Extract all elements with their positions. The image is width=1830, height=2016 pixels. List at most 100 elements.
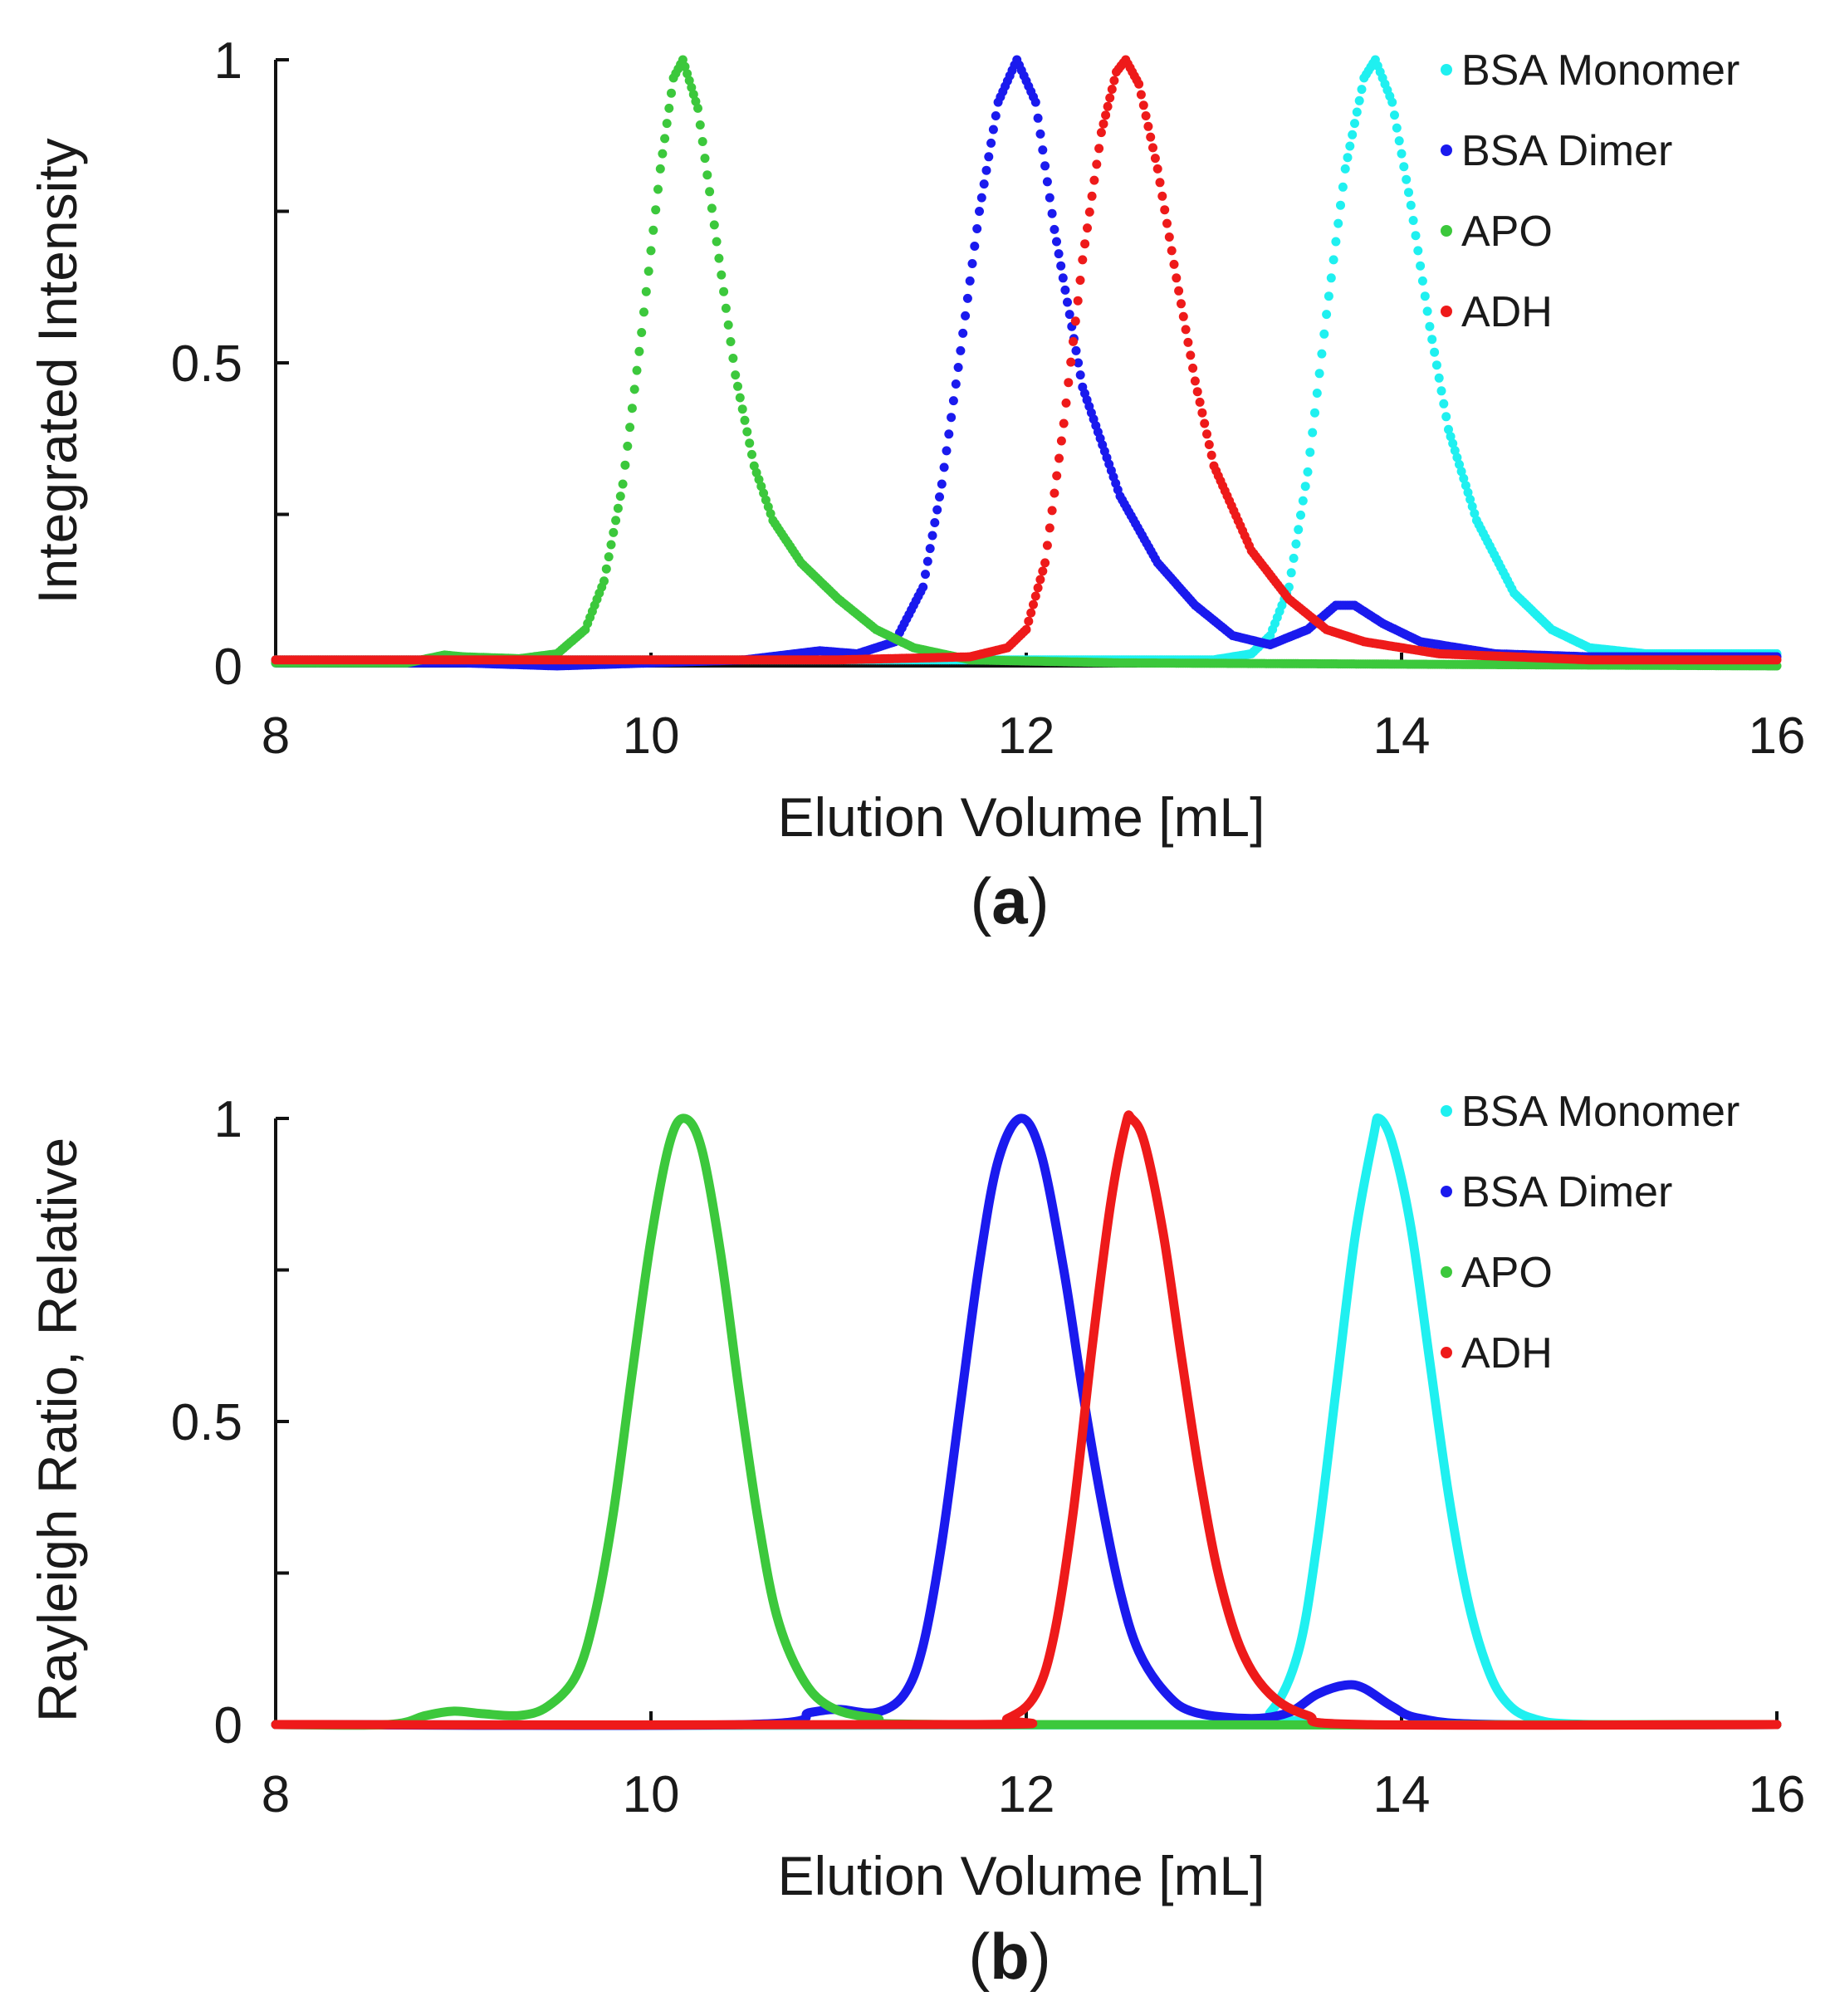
data-point (1096, 128, 1106, 138)
panel-label: (b) (968, 1920, 1051, 1993)
data-point (1772, 655, 1782, 665)
data-point (1035, 129, 1045, 139)
x-tick-label: 16 (1749, 707, 1806, 765)
data-point (944, 429, 954, 439)
series-adh (271, 55, 1782, 665)
data-point (1343, 153, 1353, 163)
legend-label: ADH (1461, 1329, 1553, 1377)
data-point (756, 482, 766, 492)
chart-panel-a: 0 0.5 1 8 10 12 14 16 Elution Volume [mL] Integra… (27, 32, 1805, 937)
data-point (1195, 397, 1205, 407)
legend-label: APO (1461, 208, 1553, 256)
data-point (1286, 568, 1296, 578)
data-point (1054, 453, 1064, 463)
data-point (1143, 121, 1153, 131)
data-point (947, 413, 957, 423)
y-tick-label: 0 (214, 639, 242, 696)
data-point (634, 346, 644, 356)
data-point (1181, 325, 1191, 335)
y-axis-title: Integrated Intensity (27, 138, 88, 604)
data-point (728, 354, 738, 363)
data-point (1324, 291, 1333, 301)
data-point (1190, 376, 1200, 386)
data-point (1146, 132, 1156, 142)
data-point (599, 576, 609, 586)
data-point (1326, 273, 1336, 283)
data-point (660, 134, 670, 144)
data-point (1459, 473, 1469, 483)
data-point (1204, 440, 1214, 449)
data-point (1348, 130, 1358, 139)
data-point (1172, 273, 1182, 283)
data-point (1331, 237, 1341, 247)
data-point (1045, 193, 1054, 203)
data-point (664, 103, 674, 113)
data-point (700, 154, 710, 164)
data-point (737, 404, 747, 414)
data-point (1035, 575, 1045, 585)
series-adh (271, 1110, 1782, 1730)
data-point (609, 527, 619, 537)
data-point (1040, 161, 1050, 171)
data-point (1431, 360, 1441, 370)
data-point (958, 328, 968, 338)
data-point (662, 119, 672, 129)
data-point (1029, 599, 1038, 609)
data-point (1197, 408, 1207, 418)
data-point (1354, 95, 1364, 105)
data-point (1461, 481, 1470, 491)
legend-label: BSA Monomer (1461, 1088, 1739, 1136)
data-point (961, 311, 971, 321)
data-point (1206, 450, 1216, 460)
data-point (1033, 583, 1043, 593)
data-point (1024, 616, 1034, 626)
data-point (1064, 310, 1074, 320)
data-point (981, 165, 991, 175)
data-point (687, 82, 697, 92)
data-point (623, 441, 633, 451)
data-point (1155, 178, 1165, 188)
data-point (975, 207, 984, 216)
data-point (967, 259, 977, 268)
x-tick-label: 14 (1373, 1766, 1431, 1823)
data-point (1310, 408, 1319, 418)
x-tick-label: 12 (998, 1766, 1055, 1823)
data-point (932, 505, 942, 515)
data-point (707, 203, 717, 213)
data-point (731, 370, 741, 380)
data-point (984, 152, 994, 162)
data-point (1452, 453, 1462, 462)
data-point (653, 184, 663, 194)
data-point (627, 404, 637, 413)
data-point (1202, 429, 1211, 439)
panel-label: (a) (970, 864, 1049, 937)
x-axis-title: Elution Volume [mL] (778, 786, 1265, 848)
legend-marker (1441, 1347, 1452, 1358)
data-point (1296, 510, 1305, 520)
data-point (1060, 285, 1070, 295)
data-point (618, 479, 628, 489)
data-point (745, 438, 755, 448)
data-point (1322, 310, 1332, 320)
data-point (1026, 608, 1036, 618)
data-point (1105, 93, 1115, 103)
data-point (1030, 591, 1040, 601)
data-point (1070, 316, 1080, 326)
data-point (1350, 119, 1359, 129)
data-point (1340, 164, 1350, 174)
x-tick-label: 8 (262, 1766, 290, 1823)
data-point (1422, 306, 1432, 316)
data-point (678, 55, 687, 65)
data-point (962, 293, 972, 303)
data-point (1160, 205, 1170, 215)
data-point (1192, 387, 1202, 397)
data-point (680, 61, 690, 71)
data-point (697, 137, 707, 146)
data-point (1178, 311, 1188, 321)
legend: BSA Monomer BSA Dimer APO ADH (1441, 1088, 1739, 1377)
data-point (1420, 291, 1430, 301)
data-point (1033, 113, 1043, 123)
data-point (1148, 143, 1157, 153)
data-point (1138, 100, 1148, 110)
data-point (646, 246, 656, 256)
